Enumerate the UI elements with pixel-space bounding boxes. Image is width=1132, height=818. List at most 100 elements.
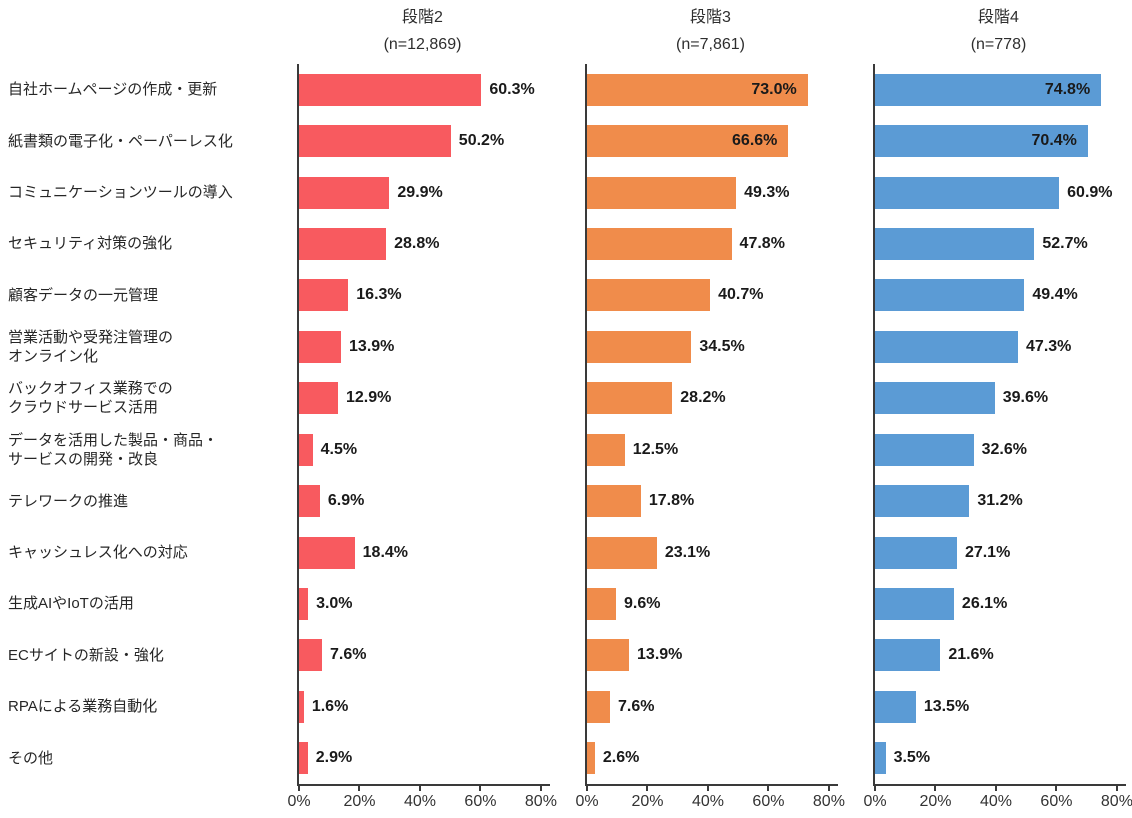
panel-stage2-header: 段階2 (n=12,869) (297, 4, 548, 58)
bar-value-label: 34.5% (699, 337, 745, 355)
bar-value-label: 39.6% (1002, 389, 1049, 407)
bar (875, 330, 1019, 363)
x-axis-tick (767, 784, 770, 791)
x-tick-label: 80% (812, 793, 845, 810)
x-axis-tick (418, 784, 421, 791)
category-label: RPAによる業務自動化 (8, 698, 158, 716)
bar (875, 536, 957, 569)
bar (299, 125, 451, 158)
bar-value-label: 16.3% (356, 286, 402, 304)
bar-value-label: 13.5% (923, 697, 970, 715)
bar-value-label: 27.1% (964, 543, 1011, 561)
category-label: テレワークの推進 (8, 492, 129, 510)
bar-row: 2.6% (587, 732, 838, 783)
bar: 73.0% (587, 73, 808, 106)
x-tick-label: 0% (863, 793, 887, 810)
bar-row: 3.0% (299, 578, 550, 629)
bar-value-label: 13.9% (637, 646, 683, 664)
bar-row: 17.8% (587, 475, 838, 526)
x-tick-label: 0% (287, 793, 311, 810)
panel-stage3: 段階3 (n=7,861) 73.0% 66.6% 49.3% 47.8% 40.7% 3… (575, 0, 845, 818)
category-label: キャッシュレス化への対応 (8, 544, 188, 561)
bar-row: 73.0% (587, 64, 838, 115)
bar (875, 587, 954, 620)
x-axis-tick (586, 784, 588, 791)
bar (299, 742, 308, 775)
bar-value-label: 2.6% (602, 749, 640, 767)
bar-value-label: 12.5% (632, 440, 679, 458)
bar (587, 279, 711, 312)
bar-row: 60.3% (299, 64, 550, 115)
bar-value-label: 40.7% (718, 286, 764, 304)
x-axis-tick (1055, 784, 1058, 791)
bar (299, 176, 390, 209)
x-axis-tick (646, 784, 649, 791)
bar-value-label: 47.3% (1026, 337, 1072, 355)
bar (587, 536, 657, 569)
bar-value-label: 60.9% (1067, 183, 1113, 201)
category-label: 顧客データの一元管理 (8, 286, 159, 304)
bar-value-label: 66.6% (732, 132, 778, 150)
bar-value-label: 4.5% (320, 440, 358, 458)
x-tick-label: 20% (631, 793, 664, 810)
bar-row: 31.2% (875, 475, 1126, 526)
x-tick-label: 80% (524, 793, 557, 810)
bar-row: 47.3% (875, 321, 1126, 372)
bar (875, 690, 916, 723)
bar-value-label: 28.2% (680, 389, 726, 407)
bar-row: 2.9% (299, 732, 550, 783)
bar (875, 382, 995, 415)
x-axis-tick (358, 784, 361, 791)
bar-value-label: 18.4% (362, 543, 409, 561)
bar-row: 13.9% (299, 321, 550, 372)
bar (299, 690, 304, 723)
panel-stage4: 段階4 (n=778) 74.8% 70.4% 60.9% 52.7% 49.4% 47.… (863, 0, 1132, 818)
category-label: その他 (8, 749, 54, 767)
bar: 74.8% (875, 73, 1102, 106)
bar-row: 6.9% (299, 475, 550, 526)
bar-row: 7.6% (299, 630, 550, 681)
category-label: 紙書類の電子化・ペーパーレス化 (8, 132, 233, 150)
bar-row: 49.4% (875, 270, 1126, 321)
x-tick-label: 60% (1040, 793, 1073, 810)
bar (875, 227, 1035, 260)
bar-row: 26.1% (875, 578, 1126, 629)
x-axis-tick (934, 784, 937, 791)
x-axis-tick (874, 784, 876, 791)
bar-value-label: 29.9% (397, 183, 443, 201)
panel-stage3-header: 段階3 (n=7,861) (585, 4, 836, 58)
bar (587, 690, 610, 723)
bar (587, 330, 692, 363)
bar-row: 60.9% (875, 167, 1126, 218)
bar-row: 9.6% (587, 578, 838, 629)
bar-value-label: 32.6% (981, 440, 1027, 458)
panel-stage4-header: 段階4 (n=778) (873, 4, 1124, 58)
bar-row: 13.5% (875, 681, 1126, 732)
bar (299, 639, 322, 672)
bar (875, 279, 1025, 312)
panel-stage3-title: 段階3 (690, 9, 731, 26)
bar-row: 3.5% (875, 732, 1126, 783)
bar-value-label: 31.2% (977, 492, 1023, 510)
bar-row: 70.4% (875, 115, 1126, 166)
bar-row: 39.6% (875, 373, 1126, 424)
bar-value-label: 60.3% (489, 80, 535, 98)
bar (587, 485, 641, 518)
bar-row: 66.6% (587, 115, 838, 166)
bar (587, 176, 737, 209)
bar-row: 4.5% (299, 424, 550, 475)
bar (875, 639, 941, 672)
bar-value-label: 49.4% (1032, 286, 1078, 304)
category-label: データを活用した製品・商品・ サービスの開発・改良 (8, 431, 219, 468)
bar-row: 1.6% (299, 681, 550, 732)
bar-value-label: 21.6% (948, 646, 994, 664)
bar-value-label: 12.9% (346, 389, 392, 407)
bar-row: 21.6% (875, 630, 1126, 681)
panel-stage2: 段階2 (n=12,869) 60.3% 50.2% 29.9% 28.8% 16.3%… (287, 0, 557, 818)
bar-row: 28.2% (587, 373, 838, 424)
x-tick-label: 60% (752, 793, 785, 810)
bar-row: 47.8% (587, 218, 838, 269)
bar-value-label: 9.6% (624, 594, 661, 612)
bar-value-label: 49.3% (744, 183, 790, 201)
x-axis-tick (1115, 784, 1118, 791)
